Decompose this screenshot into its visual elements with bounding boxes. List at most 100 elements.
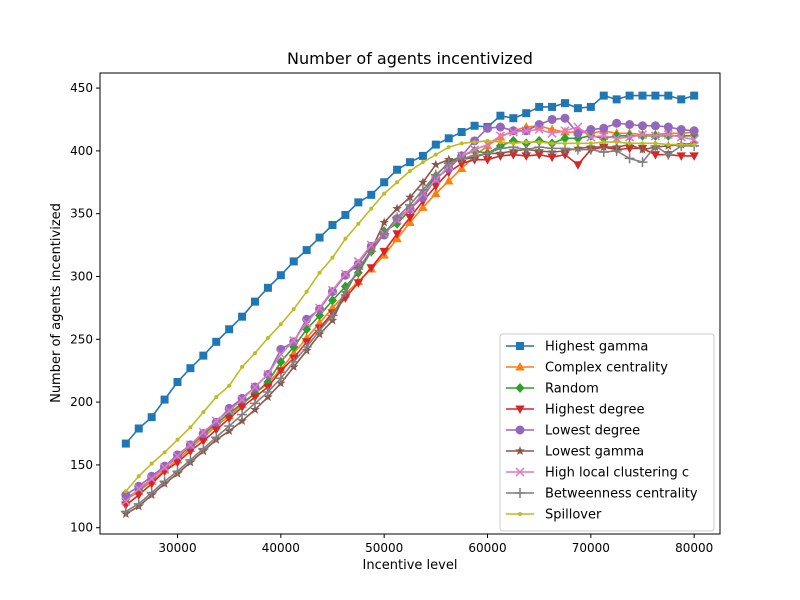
legend-entry: Highest gamma — [506, 340, 648, 355]
data-point — [692, 142, 697, 147]
data-point — [123, 489, 128, 494]
data-point — [446, 145, 451, 150]
y-tick-label: 350 — [70, 207, 93, 221]
data-point — [614, 140, 619, 145]
data-point — [650, 131, 660, 141]
data-point — [173, 378, 182, 387]
data-point — [147, 413, 156, 422]
data-point — [289, 336, 299, 346]
data-point — [522, 109, 531, 118]
data-point — [573, 122, 583, 132]
data-point — [392, 230, 402, 239]
data-point — [598, 147, 609, 158]
data-point — [560, 113, 570, 123]
data-point — [444, 176, 454, 185]
y-tick-label: 300 — [70, 269, 93, 283]
data-point — [328, 295, 337, 306]
data-point — [393, 165, 402, 174]
data-point — [250, 398, 260, 409]
data-point — [392, 212, 403, 223]
data-point — [121, 496, 131, 506]
data-point — [495, 143, 506, 154]
data-point — [560, 126, 570, 136]
x-axis-label: Incentive level — [363, 558, 458, 573]
data-point — [185, 447, 196, 457]
data-point — [495, 122, 505, 132]
data-point — [612, 133, 622, 143]
data-point — [650, 121, 660, 131]
data-point — [586, 102, 595, 111]
data-point — [214, 395, 219, 400]
legend-marker — [515, 405, 525, 414]
legend-entry: Lowest gamma — [506, 445, 644, 460]
legend-marker — [515, 383, 525, 393]
data-point — [237, 415, 247, 425]
data-point — [159, 476, 170, 487]
data-point — [638, 121, 647, 131]
data-point — [136, 474, 141, 479]
data-point — [353, 263, 364, 274]
legend-label: Lowest gamma — [545, 445, 644, 460]
data-point — [188, 425, 193, 430]
series-9 — [123, 138, 697, 494]
data-point — [134, 424, 143, 433]
data-point — [612, 95, 621, 104]
data-point — [198, 437, 209, 447]
data-point — [172, 466, 183, 477]
legend-entry: Betweenness centrality — [506, 487, 698, 502]
data-point — [666, 142, 671, 147]
data-point — [302, 246, 311, 255]
data-point — [405, 192, 415, 202]
series-1 — [121, 91, 699, 448]
data-point — [392, 203, 402, 213]
data-point — [379, 228, 390, 239]
legend-marker — [515, 425, 525, 435]
legend-entry: Highest degree — [506, 403, 644, 418]
data-point — [328, 220, 337, 229]
data-point — [340, 269, 350, 279]
data-point — [147, 474, 157, 484]
data-point — [149, 461, 154, 466]
data-point — [146, 487, 157, 498]
data-point — [430, 169, 441, 180]
data-point — [509, 114, 518, 123]
data-point — [240, 364, 245, 369]
data-point — [431, 188, 441, 198]
data-point — [482, 148, 493, 159]
data-point — [356, 221, 361, 226]
data-point — [327, 285, 338, 295]
data-point — [405, 199, 415, 210]
chart-title: Number of agents incentivized — [287, 49, 533, 68]
data-point — [353, 279, 364, 288]
data-point — [382, 191, 387, 196]
data-point — [496, 111, 505, 120]
data-point — [227, 383, 232, 388]
legend-label: Spillover — [545, 508, 602, 523]
data-point — [237, 409, 248, 420]
data-point — [237, 395, 247, 405]
data-point — [550, 141, 555, 146]
data-point — [395, 180, 400, 185]
data-point — [537, 140, 542, 145]
data-point — [146, 480, 157, 489]
data-point — [548, 102, 557, 111]
data-point — [418, 177, 428, 187]
plot-area: 30000 40000 50000 60000 70000 80000 100 150 200 2… — [70, 72, 721, 555]
data-point — [601, 140, 606, 145]
data-point — [508, 126, 518, 136]
data-point — [521, 126, 531, 136]
data-point — [276, 344, 286, 354]
data-point — [457, 128, 466, 137]
legend-entry: Spillover — [506, 508, 602, 523]
data-point — [175, 437, 180, 442]
legend-entry: Complex centrality — [506, 361, 668, 376]
data-point — [431, 182, 441, 192]
data-point — [250, 382, 260, 392]
data-point — [278, 322, 283, 327]
data-point — [679, 142, 684, 147]
data-point — [120, 506, 131, 517]
y-tick-label: 400 — [70, 144, 93, 158]
data-point — [262, 387, 273, 398]
data-point — [560, 133, 570, 144]
